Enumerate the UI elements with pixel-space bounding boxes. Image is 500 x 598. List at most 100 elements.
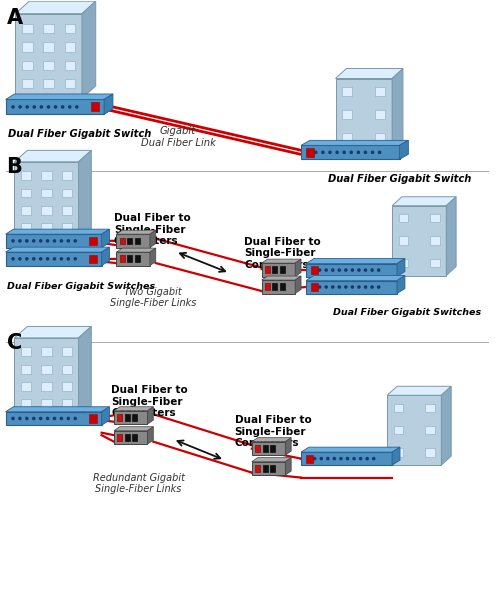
Polygon shape (14, 150, 92, 162)
Polygon shape (397, 258, 405, 276)
Polygon shape (252, 462, 286, 475)
Bar (430, 214, 440, 222)
Circle shape (12, 417, 14, 420)
Polygon shape (392, 206, 446, 276)
Bar (265, 283, 270, 290)
Circle shape (314, 457, 316, 460)
Bar (44, 24, 54, 33)
Polygon shape (262, 276, 301, 280)
Circle shape (54, 240, 56, 242)
Polygon shape (6, 229, 110, 234)
Bar (262, 445, 268, 451)
Circle shape (343, 151, 345, 154)
Polygon shape (102, 407, 110, 425)
Polygon shape (306, 264, 397, 276)
Bar (310, 266, 318, 274)
Circle shape (33, 106, 35, 108)
Polygon shape (295, 276, 301, 294)
Bar (22, 42, 32, 51)
Bar (89, 414, 97, 423)
Text: Dual Fiber Gigabit Switches: Dual Fiber Gigabit Switches (6, 282, 154, 291)
Circle shape (314, 151, 317, 154)
Circle shape (12, 106, 14, 108)
Polygon shape (6, 94, 113, 99)
Polygon shape (6, 99, 104, 114)
Polygon shape (286, 438, 291, 455)
Circle shape (54, 106, 56, 108)
Polygon shape (336, 78, 392, 151)
Polygon shape (116, 248, 156, 252)
Bar (44, 42, 54, 51)
Bar (430, 259, 440, 267)
Circle shape (40, 258, 42, 260)
Circle shape (364, 151, 366, 154)
Bar (42, 172, 51, 180)
Polygon shape (392, 447, 400, 465)
Circle shape (26, 258, 28, 260)
Polygon shape (262, 263, 295, 276)
Polygon shape (148, 407, 154, 424)
Bar (394, 404, 404, 412)
Polygon shape (6, 252, 102, 266)
Circle shape (345, 269, 347, 271)
Bar (21, 382, 31, 391)
Bar (280, 283, 285, 290)
Text: Dual Fiber to
Single-Fiber
Converters: Dual Fiber to Single-Fiber Converters (244, 237, 321, 270)
Bar (127, 237, 132, 244)
Circle shape (336, 151, 338, 154)
Polygon shape (14, 162, 78, 242)
Text: Gigabit
Dual Fiber Link: Gigabit Dual Fiber Link (140, 126, 216, 148)
Bar (64, 79, 76, 89)
Polygon shape (104, 94, 113, 114)
Circle shape (329, 151, 331, 154)
Circle shape (360, 457, 362, 460)
Circle shape (378, 151, 380, 154)
Polygon shape (114, 427, 154, 431)
Circle shape (76, 106, 78, 108)
Circle shape (358, 151, 360, 154)
Bar (398, 236, 408, 245)
Circle shape (353, 457, 355, 460)
Circle shape (74, 417, 76, 420)
Bar (375, 111, 386, 119)
Circle shape (332, 269, 334, 271)
Bar (306, 148, 314, 157)
Bar (342, 133, 352, 142)
Bar (272, 283, 278, 290)
Bar (22, 24, 32, 33)
Bar (270, 465, 275, 472)
Bar (21, 399, 31, 408)
Polygon shape (446, 197, 456, 276)
Circle shape (46, 417, 48, 420)
Bar (255, 465, 260, 472)
Polygon shape (6, 247, 110, 252)
Bar (270, 445, 275, 451)
Bar (342, 111, 352, 119)
Circle shape (371, 286, 373, 288)
Bar (394, 426, 404, 434)
Circle shape (325, 286, 328, 288)
Polygon shape (442, 386, 451, 465)
Polygon shape (301, 452, 392, 465)
Circle shape (338, 269, 340, 271)
Bar (42, 347, 51, 356)
Circle shape (40, 106, 42, 108)
Circle shape (326, 457, 329, 460)
Text: Dual Fiber Gigabit Switch: Dual Fiber Gigabit Switch (328, 174, 471, 184)
Circle shape (60, 240, 62, 242)
Bar (134, 237, 140, 244)
Bar (398, 214, 408, 222)
Bar (430, 236, 440, 245)
Polygon shape (116, 230, 156, 234)
Bar (265, 267, 270, 273)
Bar (21, 206, 31, 215)
Text: Dual Fiber to
Single-Fiber
Converters: Dual Fiber to Single-Fiber Converters (112, 385, 188, 419)
Polygon shape (114, 407, 154, 411)
Bar (255, 445, 260, 451)
Polygon shape (336, 69, 403, 78)
Polygon shape (306, 276, 405, 280)
Bar (62, 206, 72, 215)
Polygon shape (150, 230, 156, 248)
Circle shape (358, 286, 360, 288)
Polygon shape (306, 280, 397, 294)
